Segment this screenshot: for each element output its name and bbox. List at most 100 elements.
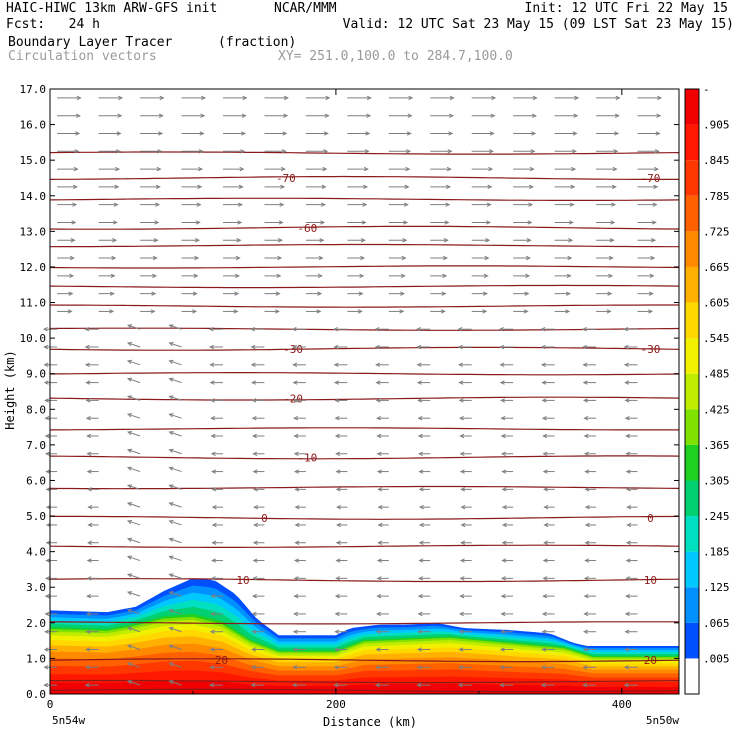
vector-arrow [624,611,638,617]
vector-arrow [637,291,654,296]
init-time: Init: 12 UTC Fri 22 May 15 [524,1,729,16]
vector-arrow [416,665,431,670]
vector-arrow [388,131,412,136]
vector-arrow [168,555,182,562]
vector-arrow [85,647,99,652]
vector-arrow [85,629,99,634]
vector-arrow [168,662,182,668]
vector-arrow [293,416,306,421]
colorbar-label: .785 [703,190,730,203]
contour-label-0: 0 [261,512,268,525]
model-title: HAIC-HIWC 13km ARW-GFS init [6,1,218,16]
colorbar-label: .605 [703,297,730,310]
vector-arrow [501,558,514,563]
vector-arrow [471,131,495,136]
vector-arrow [253,522,265,528]
vector-arrow [388,113,413,118]
vector-arrow [264,220,284,225]
y-axis-title: Height (km) [3,350,17,429]
vector-arrow [305,238,325,243]
vector-arrow [499,380,514,385]
contour-line [50,621,680,625]
colorbar-label: .845 [703,154,730,167]
vector-arrow [252,558,265,563]
vector-arrow [84,682,99,688]
valid-time: Valid: 12 UTC Sat 23 May 15 (09 LST Sat … [342,17,734,32]
vector-arrow [388,238,408,243]
vector-arrow [209,380,223,385]
vector-arrow [501,504,514,510]
vector-arrow [98,291,115,296]
vector-arrow [500,611,514,617]
vector-arrow [501,469,514,474]
vector-arrow [294,504,306,510]
vector-arrow [540,327,555,332]
vector-arrow [57,95,82,101]
contour-label-10: 10 [236,574,249,587]
colorbar-swatch [685,516,699,552]
vector-arrow [388,202,409,207]
vector-arrow [582,362,597,367]
vector-arrow [584,540,597,545]
vector-arrow [347,184,369,190]
vector-arrow [57,291,74,296]
vector-arrow [305,149,329,154]
vector-arrow [168,680,182,686]
vector-arrow [57,309,73,314]
vector-arrow [471,113,496,118]
vector-arrow [336,504,348,510]
vector-arrow [542,433,555,439]
vector-arrow [86,576,99,581]
vector-arrow [181,309,198,314]
vector-arrow [471,95,497,101]
vector-arrow [500,398,514,403]
vector-arrow [513,202,534,207]
colorbar-label: .305 [703,474,730,487]
vector-arrow [347,131,371,136]
vector-arrow [457,344,472,350]
colorbar-swatch [685,195,699,232]
vector-arrow [347,149,370,154]
vector-arrow [126,413,141,419]
vector-arrow [251,380,265,385]
vector-arrow [375,398,389,403]
vector-arrow [334,593,348,599]
vector-arrow [501,487,514,492]
vector-arrow [85,380,99,385]
colorbar-swatch [685,658,699,694]
colorbar: .005 .065 .125 .185 .245 .305 .365 .425 .485 .545… [684,83,730,695]
vector-arrow [140,255,158,261]
vector-arrow [181,238,201,243]
vector-arrow [513,131,537,136]
vector-arrow [418,558,431,563]
vector-arrow [471,238,491,243]
vector-arrow [596,202,617,207]
vector-arrow [430,166,452,172]
vector-arrow [388,291,406,296]
vector-arrow [44,451,58,456]
vector-arrow [305,273,323,279]
vector-arrow [251,398,265,403]
vector-arrow [222,309,239,314]
vector-arrow [86,433,99,439]
vector-arrow [126,448,141,455]
vector-arrow [416,647,431,652]
vector-arrow [596,220,616,225]
vector-arrow [168,591,182,597]
vector-arrow [416,344,431,350]
vector-arrow [333,327,348,332]
y-tick-label: 17.0 [20,83,47,96]
vector-arrow [305,131,329,136]
vector-arrow [57,184,78,190]
vector-arrow [582,629,597,634]
vector-arrow [418,469,431,474]
vector-arrow [541,398,555,403]
contour-line [50,427,679,431]
vector-arrow [513,255,531,261]
contour-label--70: -70 [640,172,660,185]
vector-arrow [376,611,389,617]
vector-arrow [57,273,75,279]
vector-arrow [45,504,58,510]
vector-arrow [374,344,389,350]
vector-arrow [264,95,289,101]
